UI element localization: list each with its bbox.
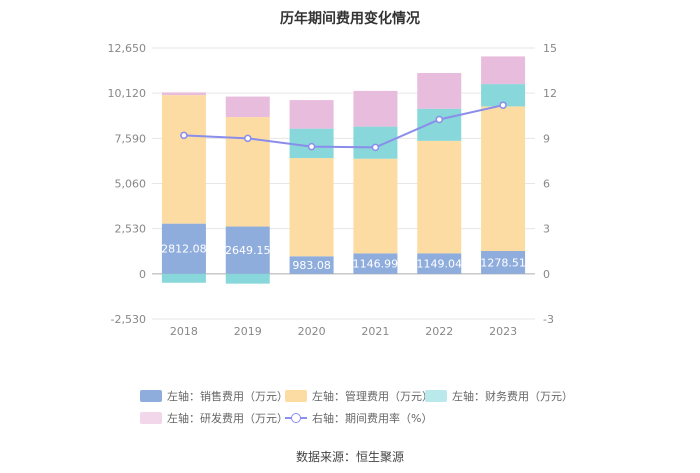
expense-ratio-point xyxy=(307,142,316,151)
bar-segment-1 xyxy=(225,117,270,227)
bar-data-label: 1146.99 xyxy=(353,258,399,271)
bar-segment-0 xyxy=(161,223,206,274)
bar-segment-1 xyxy=(289,158,334,257)
x-tick-label: 2019 xyxy=(234,325,262,338)
bar-segment-3 xyxy=(481,56,526,85)
y-left-tick-label: 12,650 xyxy=(108,42,147,55)
bar-segment-3 xyxy=(289,100,334,129)
bar-segment-1 xyxy=(481,106,526,252)
bar-segment-2 xyxy=(225,273,270,284)
legend-swatch-finance xyxy=(425,390,447,402)
expense-ratio-point xyxy=(499,101,507,109)
y-right-tick-label: -3 xyxy=(543,313,554,326)
bar-segment-1 xyxy=(161,95,206,224)
expense-ratio-point xyxy=(435,115,443,124)
bar-segment-2 xyxy=(417,108,462,141)
y-right-tick-label: 9 xyxy=(543,132,550,145)
legend-item-expense-ratio[interactable]: 右轴：期间费用率（%） xyxy=(285,410,432,426)
legend-line-marker-icon xyxy=(285,412,307,424)
bar-segment-3 xyxy=(353,90,398,127)
bar-segment-3 xyxy=(225,96,270,118)
y-right-tick-label: 15 xyxy=(543,42,557,55)
y-right-tick-label: 6 xyxy=(543,178,550,191)
legend-item-finance[interactable]: 左轴：财务费用（万元） xyxy=(425,388,573,404)
chart-title: 历年期间费用变化情况 xyxy=(280,11,420,27)
bar-segment-1 xyxy=(353,158,398,254)
y-right-tick-label: 12 xyxy=(543,87,557,100)
legend-label-rd: 左轴：研发费用（万元） xyxy=(167,412,288,425)
legend-label-finance: 左轴：财务费用（万元） xyxy=(452,390,573,403)
chart-area: 12,650 15 10,120 12 7,590 9 5,060 6 2,530 3 0 0 -2,5… xyxy=(108,42,558,338)
bar-segment-3 xyxy=(161,92,206,96)
x-tick-label: 2023 xyxy=(489,325,517,338)
y-left-tick-label: 2,530 xyxy=(115,223,147,236)
y-left-tick-label: 0 xyxy=(139,268,146,281)
data-source: 数据来源：恒生聚源 xyxy=(295,450,404,464)
legend-label-expense-ratio: 右轴：期间费用率（%） xyxy=(312,412,433,425)
legend-swatch-sales xyxy=(140,390,162,402)
bar-segment-0 xyxy=(225,226,270,274)
y-left-tick-label: 7,590 xyxy=(115,132,147,145)
bar-data-label: 2812.08 xyxy=(161,243,207,256)
expense-ratio-point xyxy=(180,131,188,140)
bar-segment-2 xyxy=(353,126,398,159)
expense-ratio-point xyxy=(244,134,252,143)
y-left-tick-label: 5,060 xyxy=(115,178,147,191)
legend-label-admin: 左轴：管理费用（万元） xyxy=(312,390,433,403)
bar-segment-0 xyxy=(289,256,334,274)
y-left-tick-label: 10,120 xyxy=(108,87,147,100)
bar-data-label: 1149.04 xyxy=(417,258,463,271)
bar-segment-1 xyxy=(417,140,462,254)
y-right-tick-label: 0 xyxy=(543,268,550,281)
bar-segment-2 xyxy=(161,273,206,283)
x-tick-label: 2022 xyxy=(425,325,453,338)
bar-segment-3 xyxy=(417,73,462,109)
y-right-tick-label: 3 xyxy=(543,223,550,236)
legend-item-admin[interactable]: 左轴：管理费用（万元） xyxy=(285,388,433,404)
bar-segment-0 xyxy=(353,253,398,274)
expense-ratio-point xyxy=(371,143,380,152)
bar-segment-2 xyxy=(481,84,526,107)
bar-data-label: 983.08 xyxy=(292,259,331,272)
bar-data-label: 1278.51 xyxy=(480,256,526,269)
x-tick-label: 2020 xyxy=(298,325,326,338)
bar-data-label: 2649.15 xyxy=(225,244,271,257)
legend-item-rd[interactable]: 左轴：研发费用（万元） xyxy=(140,410,288,426)
y-left-tick-label: -2,530 xyxy=(111,313,146,326)
legend-item-sales[interactable]: 左轴：销售费用（万元） xyxy=(140,388,288,404)
expense-ratio-line xyxy=(183,104,504,149)
bar-segment-0 xyxy=(481,251,526,274)
legend-label-sales: 左轴：销售费用（万元） xyxy=(167,390,288,403)
bar-segment-0 xyxy=(417,253,462,274)
legend-swatch-rd xyxy=(140,412,162,424)
legend-swatch-admin xyxy=(285,390,307,402)
x-tick-label: 2021 xyxy=(361,325,389,338)
x-tick-label: 2018 xyxy=(170,325,198,338)
